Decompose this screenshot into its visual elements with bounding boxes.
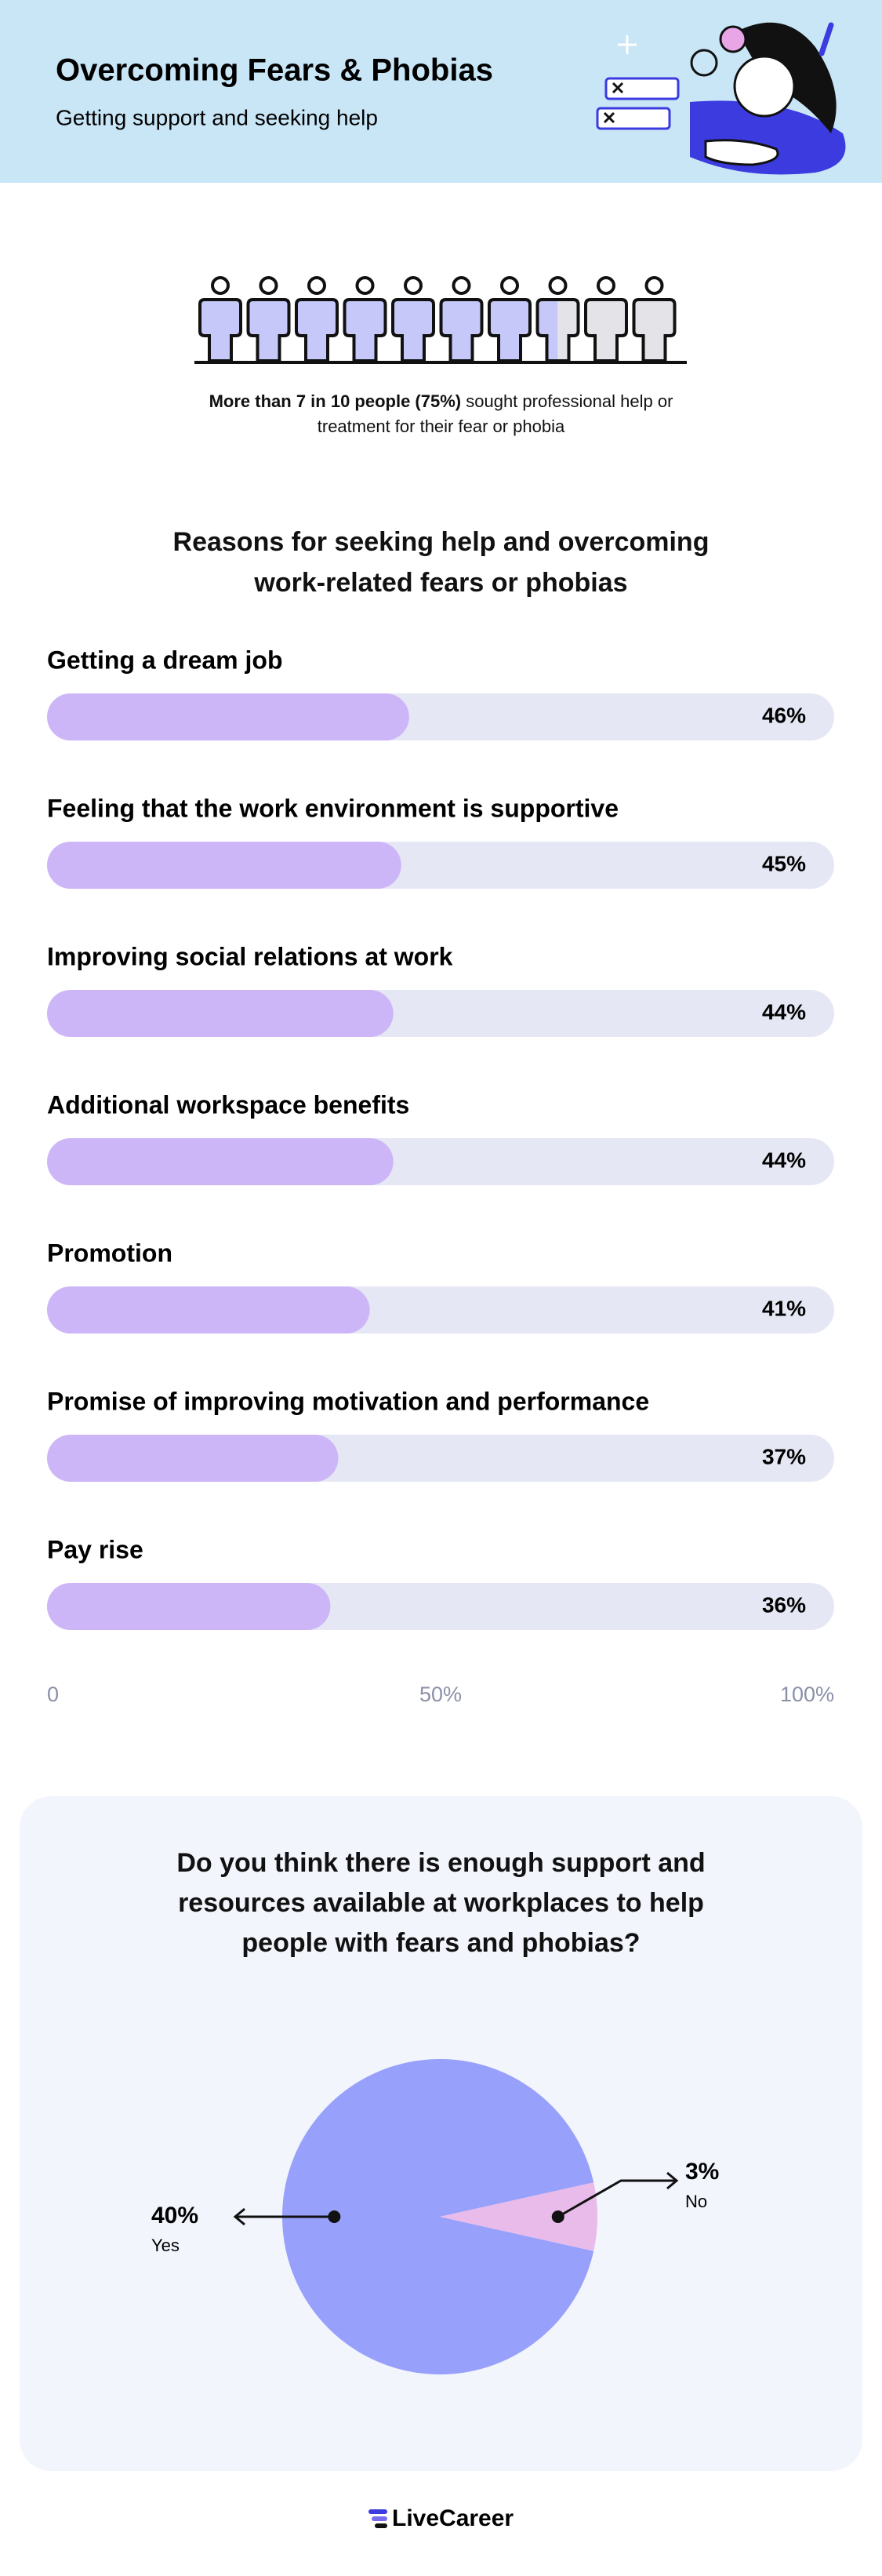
illustration: [596, 22, 846, 175]
figure-head: [597, 276, 615, 295]
x-tick-label: 100%: [780, 1683, 834, 1706]
pie-value-label: 3%: [685, 2159, 719, 2185]
figure-head: [307, 276, 326, 295]
value-label: 36%: [762, 1592, 806, 1617]
category-label: Feeling that the work environment is sup…: [47, 794, 619, 822]
figure-outline: [439, 298, 484, 362]
figure-bg: [586, 300, 626, 361]
figure-head: [211, 276, 230, 295]
figure-fill: [200, 300, 241, 361]
x-tick-label: 0: [47, 1683, 59, 1706]
bar: [47, 1583, 331, 1630]
figure-fill: [344, 300, 386, 361]
category-label: Additional workspace benefits: [47, 1090, 409, 1119]
bar: [47, 990, 394, 1037]
bar-chart-title: Reasons for seeking help and overcoming …: [172, 527, 710, 598]
bar: [47, 1138, 394, 1185]
bar: [47, 693, 409, 740]
leader-line: [557, 2179, 677, 2218]
bar: [47, 1286, 370, 1333]
header-subtitle: Getting support and seeking help: [56, 105, 378, 129]
figure-fill: [248, 300, 289, 361]
pie-category-label: Yes: [151, 2236, 180, 2255]
pie-category-label: No: [685, 2192, 707, 2211]
logo-text: LiveCareer: [392, 2505, 514, 2531]
figure-head: [500, 276, 519, 295]
logo-mark: [368, 2509, 387, 2528]
pie-chart-title: Do you think there is enough support and…: [176, 1848, 706, 1958]
figure-outline: [295, 298, 339, 362]
leader-dot: [551, 2210, 564, 2223]
category-label: Promotion: [47, 1239, 172, 1267]
leader-arrow: [666, 2171, 679, 2190]
bar: [47, 1435, 339, 1482]
figure-outline: [632, 298, 677, 362]
stat-text: More than 7 in 10 people (75%) sought pr…: [196, 389, 686, 439]
category-label: Getting a dream job: [47, 646, 282, 674]
figure-outline: [391, 298, 435, 362]
value-label: 45%: [762, 851, 806, 875]
stat-bold: More than 7 in 10 people (75%): [209, 391, 462, 411]
figure-fill: [296, 300, 337, 361]
figure-outline: [246, 298, 291, 362]
value-label: 41%: [762, 1296, 806, 1320]
figure-head: [404, 276, 423, 295]
figure-outline: [535, 298, 580, 362]
figure-fill: [537, 300, 558, 361]
figure-head: [644, 276, 664, 295]
figure-head: [259, 276, 278, 295]
leader-arrow: [233, 2207, 245, 2226]
value-label: 44%: [762, 999, 806, 1024]
value-label: 46%: [762, 703, 806, 727]
figure-head: [452, 276, 471, 295]
figure-fill: [441, 300, 482, 361]
figure-fill: [489, 300, 530, 361]
category-label: Improving social relations at work: [47, 942, 453, 970]
figure-outline: [198, 298, 242, 362]
x-tick-label: 50%: [419, 1683, 462, 1706]
figure-head: [548, 276, 568, 295]
header-title: Overcoming Fears & Phobias: [56, 53, 493, 88]
figure-outline: [488, 298, 532, 362]
stat-rest: sought professional help or treatment fo…: [317, 391, 673, 436]
bar: [47, 842, 401, 889]
value-label: 37%: [762, 1444, 806, 1468]
pie-value-label: 40%: [151, 2203, 198, 2229]
figure-fill: [393, 300, 434, 361]
category-label: Promise of improving motivation and perf…: [47, 1387, 649, 1415]
value-label: 44%: [762, 1148, 806, 1172]
category-label: Pay rise: [47, 1535, 143, 1563]
figure-outline: [343, 298, 387, 362]
leader-dot: [328, 2210, 341, 2223]
figure-outline: [584, 298, 628, 362]
pictogram: [194, 276, 687, 364]
pie-slice: [281, 2059, 594, 2375]
figure-head: [355, 276, 375, 295]
pie-slice: [440, 2182, 597, 2251]
figure-bg: [633, 300, 675, 361]
